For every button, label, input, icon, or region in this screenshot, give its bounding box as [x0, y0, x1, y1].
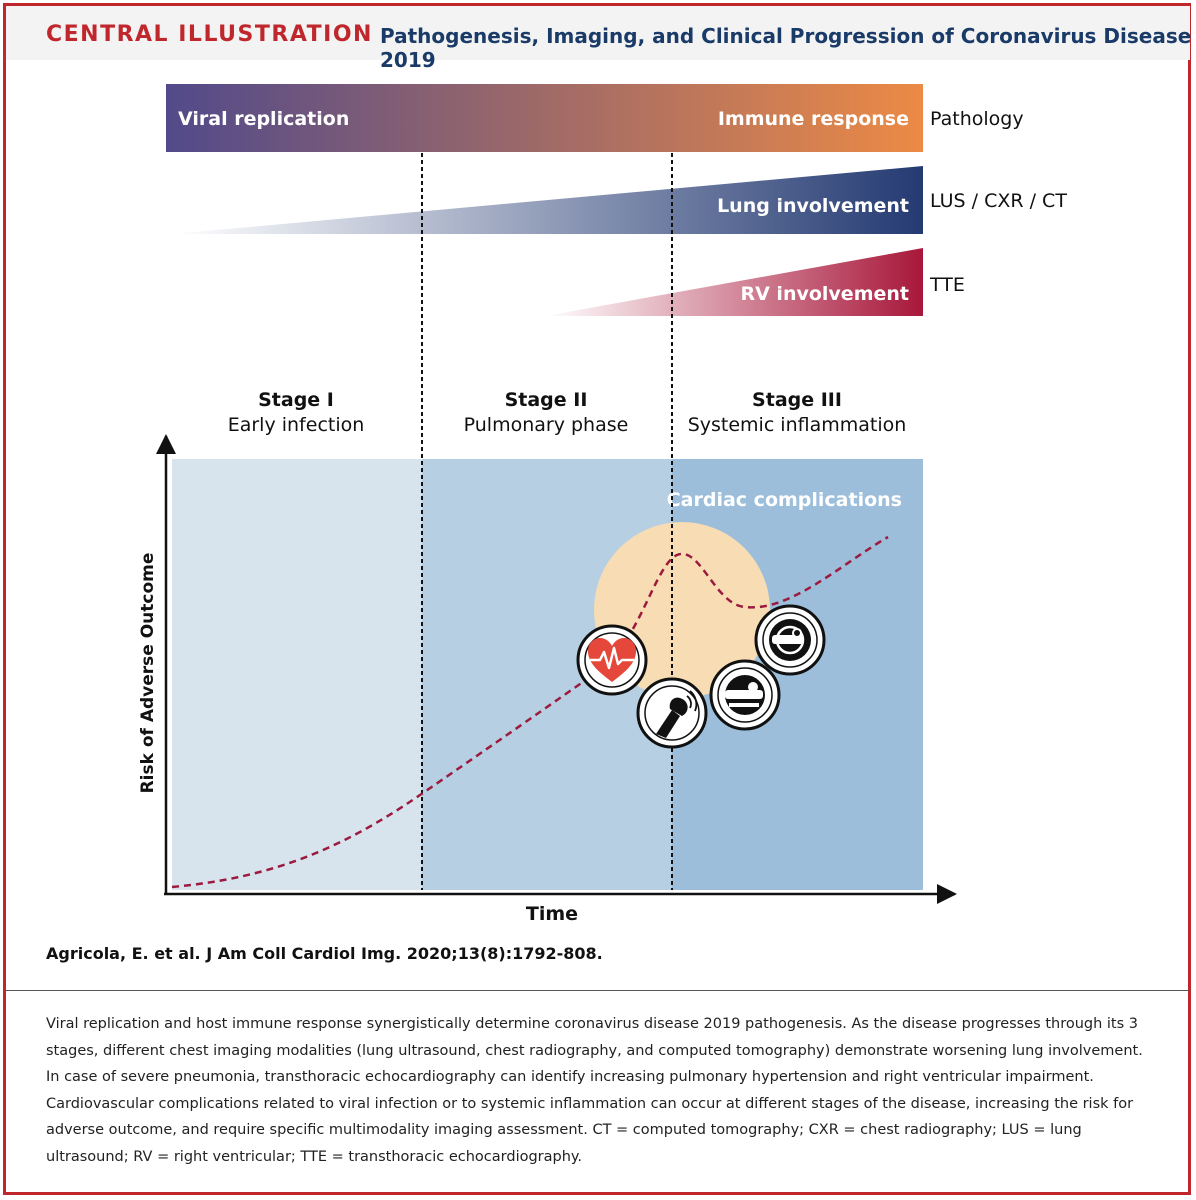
- lung-involvement-label: Lung involvement: [717, 195, 909, 217]
- illustration-frame: [3, 3, 1191, 1195]
- stage-1-title: Stage I: [258, 389, 334, 411]
- lung-involvement-wedge: [172, 166, 923, 234]
- figure-caption: Viral replication and host immune respon…: [46, 1016, 1143, 1165]
- citation: Agricola, E. et al. J Am Coll Cardiol Im…: [46, 944, 603, 963]
- risk-curve: [171, 535, 889, 889]
- pathology-bar: [166, 84, 923, 152]
- header-band: [6, 6, 1190, 60]
- header-label: CENTRAL ILLUSTRATION: [46, 22, 373, 47]
- stage-3-subtitle: Systemic inflammation: [688, 414, 907, 436]
- viral-replication-label: Viral replication: [178, 108, 349, 130]
- immune-response-label: Immune response: [718, 108, 909, 130]
- rv-involvement-label: RV involvement: [740, 283, 909, 305]
- y-axis-label: Risk of Adverse Outcome: [138, 553, 158, 794]
- stage-2-title: Stage II: [505, 389, 588, 411]
- x-axis-label: Time: [526, 903, 578, 925]
- stage-1-region: [172, 459, 422, 890]
- stage-3-title: Stage III: [752, 389, 842, 411]
- progression-diagram: Viral replication Immune response Pathol…: [138, 84, 1067, 925]
- stage-2-subtitle: Pulmonary phase: [464, 414, 629, 436]
- rv-involvement-wedge: [545, 248, 923, 316]
- cardiac-complications-label: Cardiac complications: [667, 489, 902, 511]
- header-title: Pathogenesis, Imaging, and Clinical Prog…: [380, 24, 1192, 72]
- tte-label: TTE: [929, 274, 965, 296]
- ct-scanner-icon: [709, 659, 781, 731]
- stage-1-subtitle: Early infection: [228, 414, 365, 436]
- mri-scanner-icon: [754, 604, 826, 676]
- ecg-heart-icon: [576, 624, 648, 696]
- ultrasound-probe-icon: [636, 677, 708, 749]
- pathology-label: Pathology: [930, 108, 1024, 130]
- caption-divider: [6, 990, 1190, 991]
- lung-imaging-label: LUS / CXR / CT: [930, 190, 1067, 212]
